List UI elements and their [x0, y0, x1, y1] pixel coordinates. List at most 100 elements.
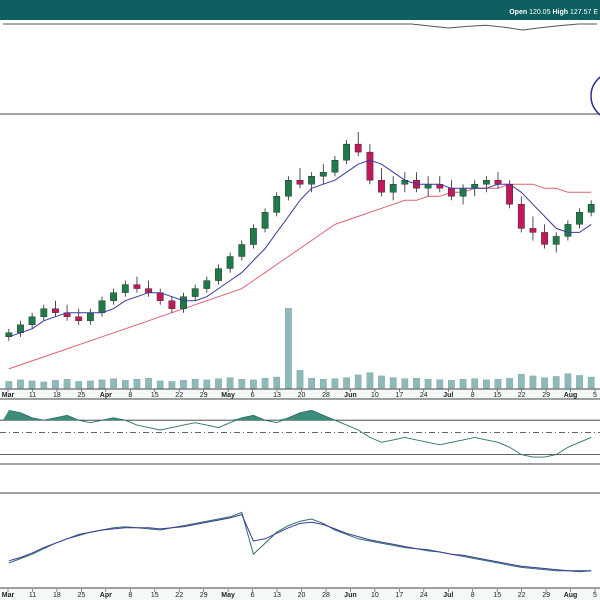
x-tick-label: 8 — [128, 392, 132, 399]
candle-24 — [285, 176, 292, 201]
candle-17 — [203, 276, 211, 293]
candle-body — [459, 188, 467, 197]
volume-bar-32 — [378, 375, 385, 389]
volume-bar-18 — [215, 378, 222, 389]
candle-3 — [40, 304, 48, 321]
volume-bar-49 — [576, 375, 583, 389]
x-tick-label: Jun — [344, 592, 356, 599]
volume-bar-2 — [28, 380, 36, 389]
candle-body — [424, 183, 432, 189]
x-tick-label: 8 — [471, 392, 475, 399]
candle-49 — [576, 208, 583, 229]
candle-22 — [261, 208, 269, 233]
candle-body — [471, 183, 479, 189]
candle-6 — [75, 308, 83, 325]
candle-body — [168, 300, 176, 309]
x-tick-label: 29 — [542, 592, 550, 599]
high-label: High — [552, 9, 568, 16]
x-tick-label: 11 — [29, 592, 36, 599]
volume-bar-48 — [564, 373, 572, 389]
candle-27 — [319, 164, 327, 185]
top-indicator-line — [3, 23, 597, 31]
candle-body — [40, 308, 48, 317]
candle-body — [296, 179, 304, 185]
volume-bar-37 — [436, 379, 444, 389]
candle-body — [191, 288, 199, 297]
candle-1 — [17, 320, 24, 337]
candle-15 — [180, 292, 187, 313]
x-tick-label: 22 — [518, 592, 526, 599]
x-tick-label: 18 — [53, 592, 61, 599]
x-tick-label: 17 — [395, 392, 403, 399]
x-tick-label: Jul — [443, 592, 453, 599]
candle-9 — [110, 288, 118, 305]
candle-body — [261, 212, 269, 229]
volume-bar-23 — [273, 376, 281, 389]
candle-39 — [459, 184, 467, 205]
high-value: 127.57 — [569, 9, 592, 16]
candle-45 — [529, 216, 537, 241]
candle-33 — [389, 176, 397, 201]
x-tick-label: 18 — [53, 392, 61, 399]
candle-body — [354, 143, 362, 153]
x-tick-label: 8 — [128, 592, 132, 599]
short-moving-average — [8, 159, 592, 338]
volume-bar-21 — [250, 379, 257, 389]
x-tick-label: 29 — [200, 592, 208, 599]
candle-body — [541, 232, 549, 245]
x-tick-label: Jul — [443, 392, 453, 399]
volume-bar-5 — [63, 379, 71, 389]
candle-11 — [133, 276, 141, 293]
volume-bar-19 — [226, 377, 234, 389]
candle-body — [576, 212, 583, 225]
candle-7 — [86, 308, 94, 325]
open-label: Open — [509, 9, 528, 16]
volume-bar-36 — [424, 379, 432, 389]
candle-body — [378, 179, 385, 193]
volume-bar-41 — [483, 379, 490, 389]
candle-26 — [308, 172, 315, 193]
volume-bar-28 — [331, 378, 339, 389]
volume-bar-29 — [343, 377, 350, 389]
x-tick-label: Jun — [344, 392, 356, 399]
volume-bar-35 — [413, 377, 420, 389]
volume-bar-17 — [203, 379, 211, 389]
candle-31 — [366, 144, 374, 185]
candle-4 — [52, 300, 59, 317]
volume-bar-39 — [459, 379, 467, 389]
candle-38 — [448, 180, 455, 201]
candle-25 — [296, 168, 304, 189]
volume-bar-43 — [506, 377, 513, 389]
x-tick-label: Apr — [100, 392, 112, 399]
candle-body — [506, 183, 513, 205]
volume-bar-24 — [285, 308, 292, 389]
volume-bar-33 — [389, 377, 397, 389]
volume-bar-26 — [308, 377, 315, 389]
candle-body — [448, 188, 455, 197]
candle-body — [389, 183, 397, 193]
x-tick-label: 24 — [420, 592, 428, 599]
candle-20 — [238, 240, 246, 261]
quote-readout: Open 120.05 High 127.57 E — [509, 9, 598, 16]
volume-bar-13 — [156, 380, 164, 389]
candle-body — [98, 300, 106, 313]
candle-body — [273, 196, 281, 213]
candle-13 — [156, 288, 164, 305]
volume-bar-12 — [145, 377, 152, 389]
x-tick-label: 5 — [593, 592, 597, 599]
volume-bar-38 — [448, 380, 455, 389]
candle-body — [343, 143, 350, 161]
x-tick-label: 15 — [151, 592, 159, 599]
candle-body — [28, 316, 36, 325]
candle-18 — [215, 264, 222, 285]
x-tick-label: Mar — [2, 592, 15, 599]
candle-29 — [343, 140, 350, 165]
x-tick-label: 15 — [493, 392, 501, 399]
candle-12 — [145, 280, 152, 297]
candle-body — [86, 312, 94, 321]
candle-body — [52, 308, 59, 313]
oscillator-panel — [0, 409, 600, 465]
x-tick-label: 20 — [298, 592, 306, 599]
candle-47 — [552, 232, 560, 253]
volume-bar-9 — [110, 378, 117, 389]
